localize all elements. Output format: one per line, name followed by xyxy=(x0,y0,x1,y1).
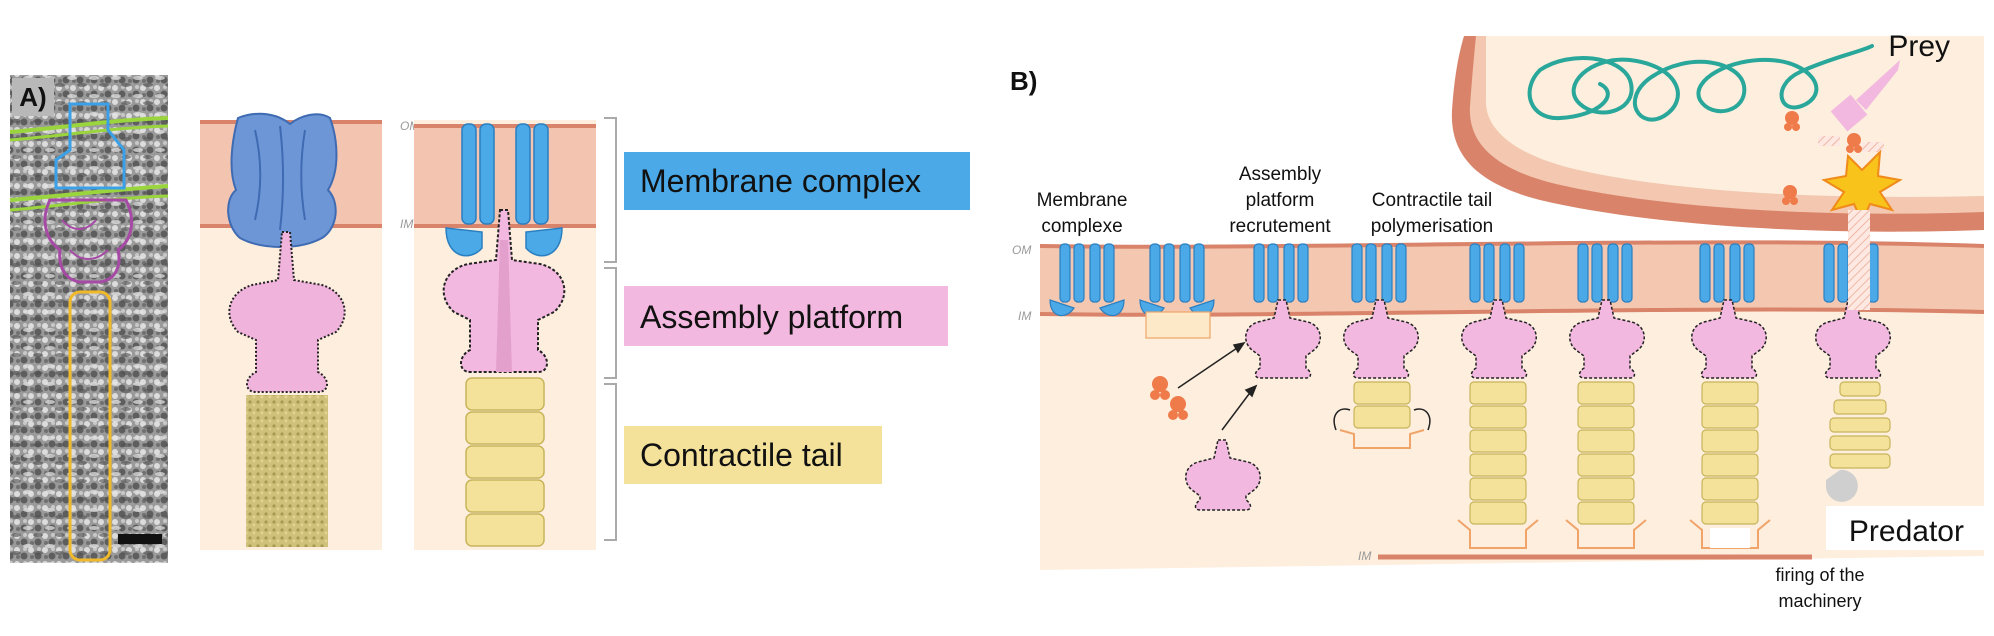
firing-line-2: machinery xyxy=(1778,591,1861,611)
step-2-line-2: platform xyxy=(1246,190,1315,211)
cryo-em-map xyxy=(200,112,382,550)
legend-assembly-platform: Assembly platform xyxy=(640,299,903,335)
step-2-line-1: Assembly xyxy=(1239,164,1322,185)
complexes xyxy=(1185,210,1891,549)
b-om-label: OM xyxy=(1012,243,1031,257)
legend-box-assembly-platform xyxy=(624,286,948,346)
step-3-line-1: Contractile tail xyxy=(1372,190,1492,211)
predator-label: Predator xyxy=(1849,515,1964,548)
step-membrane-complex xyxy=(1049,243,1215,339)
legend-contractile-tail: Contractile tail xyxy=(640,437,843,473)
arrows xyxy=(1177,341,1431,431)
predator-label-bg xyxy=(1826,506,1986,550)
step-1-line-2: complexe xyxy=(1041,216,1122,237)
panel-a: A) OM IM xyxy=(9,75,970,563)
schematic-column xyxy=(414,120,596,550)
prey-cell: Prey xyxy=(1451,30,1984,232)
firing-line-1: firing of the xyxy=(1775,565,1864,585)
legend-box-contractile-tail xyxy=(624,426,882,484)
step-1-line-1: Membrane xyxy=(1037,190,1128,211)
step-2-line-3: recrutement xyxy=(1229,216,1331,237)
step-3-line-2: polymerisation xyxy=(1371,216,1494,237)
legend-box-membrane-complex xyxy=(624,152,970,210)
b-im-label: IM xyxy=(1018,309,1031,323)
im-label: IM xyxy=(400,217,413,231)
panel-b: B) OM IM IM Prey xyxy=(1010,30,1986,611)
panel-a-label: A) xyxy=(19,82,46,112)
panel-b-label: B) xyxy=(1010,66,1037,96)
toxins xyxy=(1150,111,1862,420)
b-im-bottom-label: IM xyxy=(1358,549,1371,563)
brackets xyxy=(604,117,617,541)
prey-label: Prey xyxy=(1888,30,1950,63)
tomogram-image xyxy=(9,75,169,563)
legend-membrane-complex: Membrane complex xyxy=(640,163,921,199)
